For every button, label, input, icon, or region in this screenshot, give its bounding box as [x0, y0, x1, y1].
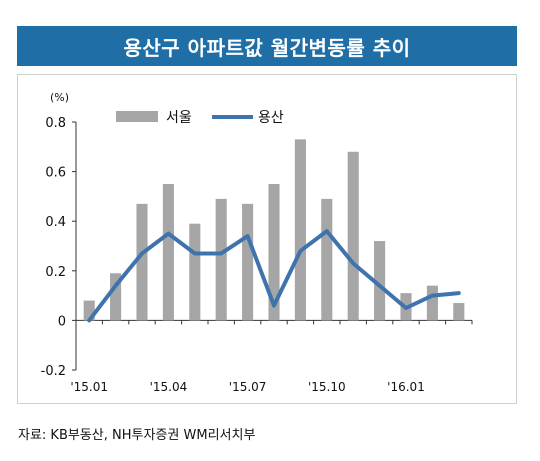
- bar: [162, 184, 174, 321]
- bar: [215, 198, 227, 321]
- source-note: 자료: KB부동산, NH투자증권 WM리서치부: [18, 428, 256, 443]
- y-tick-label: 0.4: [45, 215, 66, 230]
- bar: [83, 300, 95, 321]
- bar: [426, 285, 438, 321]
- y-tick-label: 0.2: [45, 265, 66, 280]
- x-tick-label: '15.10: [308, 380, 346, 394]
- y-axis-unit: (%): [50, 91, 69, 104]
- bar: [242, 203, 254, 321]
- legend-label-yongsan: 용산: [258, 110, 284, 126]
- chart-title: 용산구 아파트값 월간변동률 추이: [17, 26, 517, 66]
- bar: [347, 151, 359, 321]
- line-series-yongsan: [87, 229, 461, 323]
- x-tick-label: '15.01: [70, 380, 108, 394]
- legend-swatch-seoul: [116, 111, 158, 122]
- bar: [374, 241, 386, 321]
- bar: [453, 303, 465, 321]
- x-tick-label: '16.01: [387, 380, 425, 394]
- y-tick-label: 0.8: [45, 116, 66, 131]
- bar: [294, 139, 306, 321]
- y-tick-label: -0.2: [41, 364, 66, 379]
- bar: [189, 223, 201, 321]
- bar-series-seoul: [83, 139, 465, 321]
- x-axis: '15.01 '15.04 '15.07 '15.10 '16.01: [70, 319, 473, 394]
- legend: 서울 용산: [116, 110, 284, 126]
- y-tick-label: 0: [58, 314, 66, 329]
- x-tick-label: '15.07: [229, 380, 267, 394]
- x-tick-label: '15.04: [150, 380, 188, 394]
- bar: [321, 198, 333, 321]
- y-tick-label: 0.6: [45, 166, 66, 181]
- bar: [268, 184, 280, 321]
- chart-frame: [17, 74, 517, 404]
- y-axis: (%) 0.8 0.6 0.4 0.2 0 -0.2: [41, 91, 77, 379]
- bar: [136, 203, 148, 321]
- legend-label-seoul: 서울: [166, 110, 192, 126]
- bar: [110, 273, 122, 321]
